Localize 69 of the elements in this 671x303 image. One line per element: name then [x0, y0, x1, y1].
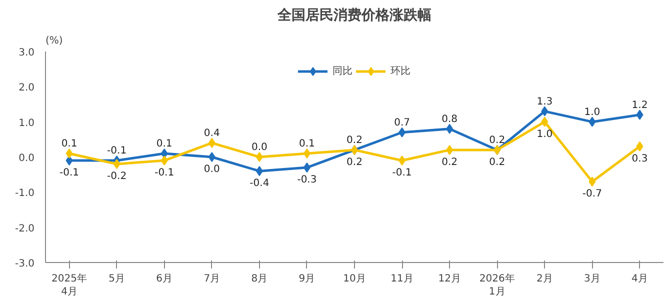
- data-label: 0.1: [61, 138, 78, 150]
- x-tick-label: 3月: [584, 274, 600, 284]
- x-tick-label: 9月: [298, 274, 316, 284]
- point: [303, 148, 310, 158]
- data-label: 0.2: [442, 156, 458, 168]
- x-tick-label: 11月: [390, 274, 414, 284]
- x-tick-label: 7月: [204, 274, 220, 284]
- point: [113, 159, 120, 170]
- point: [636, 141, 644, 152]
- data-label: 0.1: [156, 138, 172, 150]
- point: [303, 162, 310, 173]
- point: [208, 138, 216, 148]
- point: [256, 166, 263, 176]
- data-label: -0.4: [250, 178, 270, 190]
- point: [398, 156, 406, 166]
- x-tick-label: 8月: [251, 274, 268, 284]
- y-axis-title: (%): [46, 36, 63, 46]
- x-tick-label: 2025年 4月: [52, 272, 87, 298]
- data-label: 0.2: [489, 134, 506, 146]
- x-tick-label: 10月: [343, 274, 366, 284]
- point: [636, 110, 644, 120]
- data-label: 0.7: [394, 117, 410, 128]
- y-tick-label: -3.0: [14, 258, 35, 270]
- point: [541, 116, 548, 127]
- data-label: -0.3: [297, 174, 317, 186]
- data-label: -0.2: [107, 171, 127, 182]
- point: [446, 124, 454, 134]
- point: [588, 116, 596, 127]
- data-label: 0.3: [632, 153, 648, 164]
- data-label: 1.3: [536, 96, 553, 108]
- data-label: 0.2: [346, 134, 362, 146]
- point: [256, 152, 263, 162]
- y-tick-label: 3.0: [18, 48, 35, 58]
- data-label: -0.1: [107, 146, 127, 157]
- point: [398, 127, 406, 138]
- data-label: 0.8: [442, 114, 458, 125]
- data-label: 1.0: [536, 128, 553, 140]
- chart-title: 全国居民消费价格涨跌幅: [276, 8, 432, 24]
- x-tick-label: 6月: [156, 274, 173, 284]
- data-label: -0.1: [60, 168, 80, 179]
- data-label: -0.7: [582, 188, 602, 200]
- x-tick-label: 2月: [536, 274, 553, 284]
- y-tick-label: 0.0: [18, 153, 35, 164]
- data-label: -0.1: [392, 168, 412, 179]
- data-label: -0.1: [154, 168, 174, 179]
- data-label: 0.2: [489, 156, 506, 168]
- x-tick-label: 5月: [108, 274, 125, 284]
- data-label: 0.2: [346, 156, 362, 168]
- data-label: 0.4: [204, 128, 220, 139]
- data-label: 0.1: [299, 138, 315, 150]
- y-tick-label: 1.0: [18, 118, 35, 129]
- y-tick-label: -2.0: [14, 223, 35, 234]
- point: [160, 156, 168, 166]
- data-label: 0.0: [251, 142, 268, 153]
- point: [588, 176, 596, 187]
- legend-label: 同比: [332, 64, 352, 78]
- legend-label: 环比: [390, 64, 410, 78]
- x-tick-label: 2026年 1月: [479, 272, 515, 298]
- x-tick-label: 12月: [438, 274, 461, 284]
- data-label: 0.0: [204, 164, 220, 175]
- point: [446, 144, 454, 155]
- data-label: 1.0: [584, 106, 600, 118]
- data-label: 1.2: [632, 100, 648, 111]
- point: [541, 106, 548, 116]
- y-tick-label: -1.0: [14, 188, 35, 200]
- point: [208, 152, 216, 162]
- x-tick-label: 4月: [632, 274, 648, 284]
- y-tick-label: 2.0: [18, 82, 35, 94]
- point: [66, 148, 73, 158]
